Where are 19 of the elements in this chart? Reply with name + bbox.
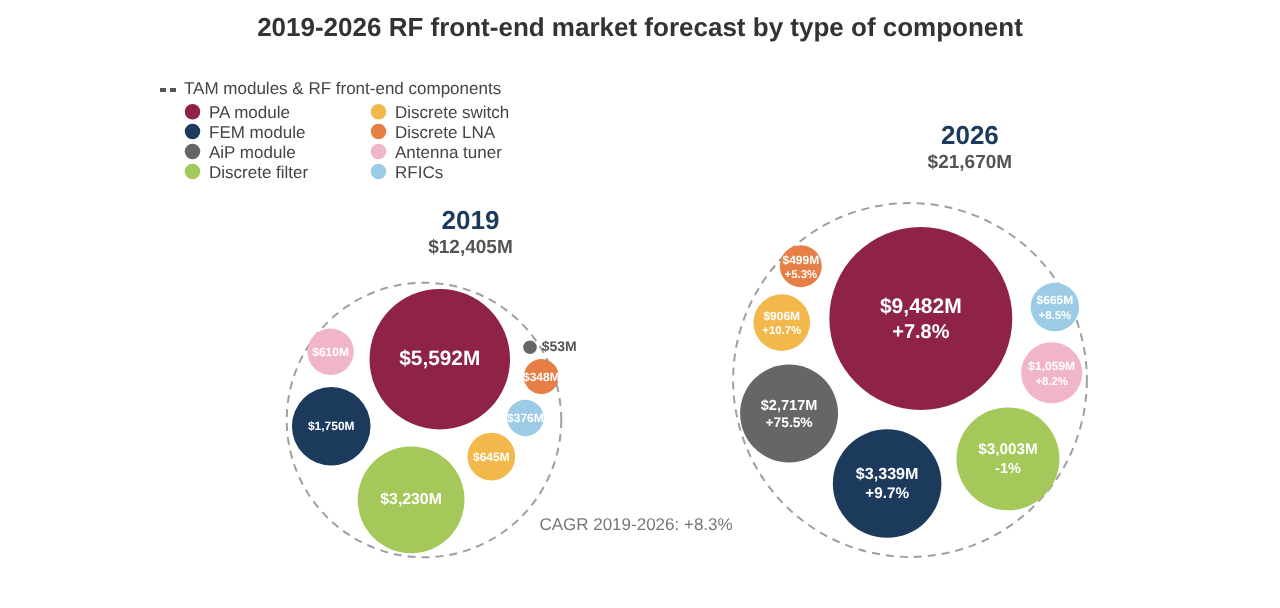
legend-label: FEM module xyxy=(209,121,306,142)
legend-label: PA module xyxy=(209,101,291,122)
text: 2019-2026 RF front-end market forecast by type of component xyxy=(257,12,1025,42)
legend-label: Discrete filter xyxy=(209,161,309,182)
category-label: 2019 xyxy=(441,205,500,236)
data-label: $9,482M xyxy=(879,294,963,319)
text: $12,405M xyxy=(428,237,513,260)
legend-label: Antenna tuner xyxy=(395,141,503,162)
legend-label: Discrete switch xyxy=(395,101,510,122)
text: CAGR 2019-2026: +8.3% xyxy=(539,514,734,534)
legend-label: Discrete LNA xyxy=(395,121,496,142)
data-label: $3,339M xyxy=(855,464,920,483)
legend-label: RFICs xyxy=(395,161,444,182)
text: +7.8% xyxy=(892,322,950,345)
legend-title: TAM modules & RF front-end components xyxy=(184,78,502,98)
category-label: 2026 xyxy=(940,120,999,151)
legend-label: AiP module xyxy=(209,141,297,162)
data-label: $5,592M xyxy=(399,349,481,372)
text: $21,670M xyxy=(927,152,1013,175)
